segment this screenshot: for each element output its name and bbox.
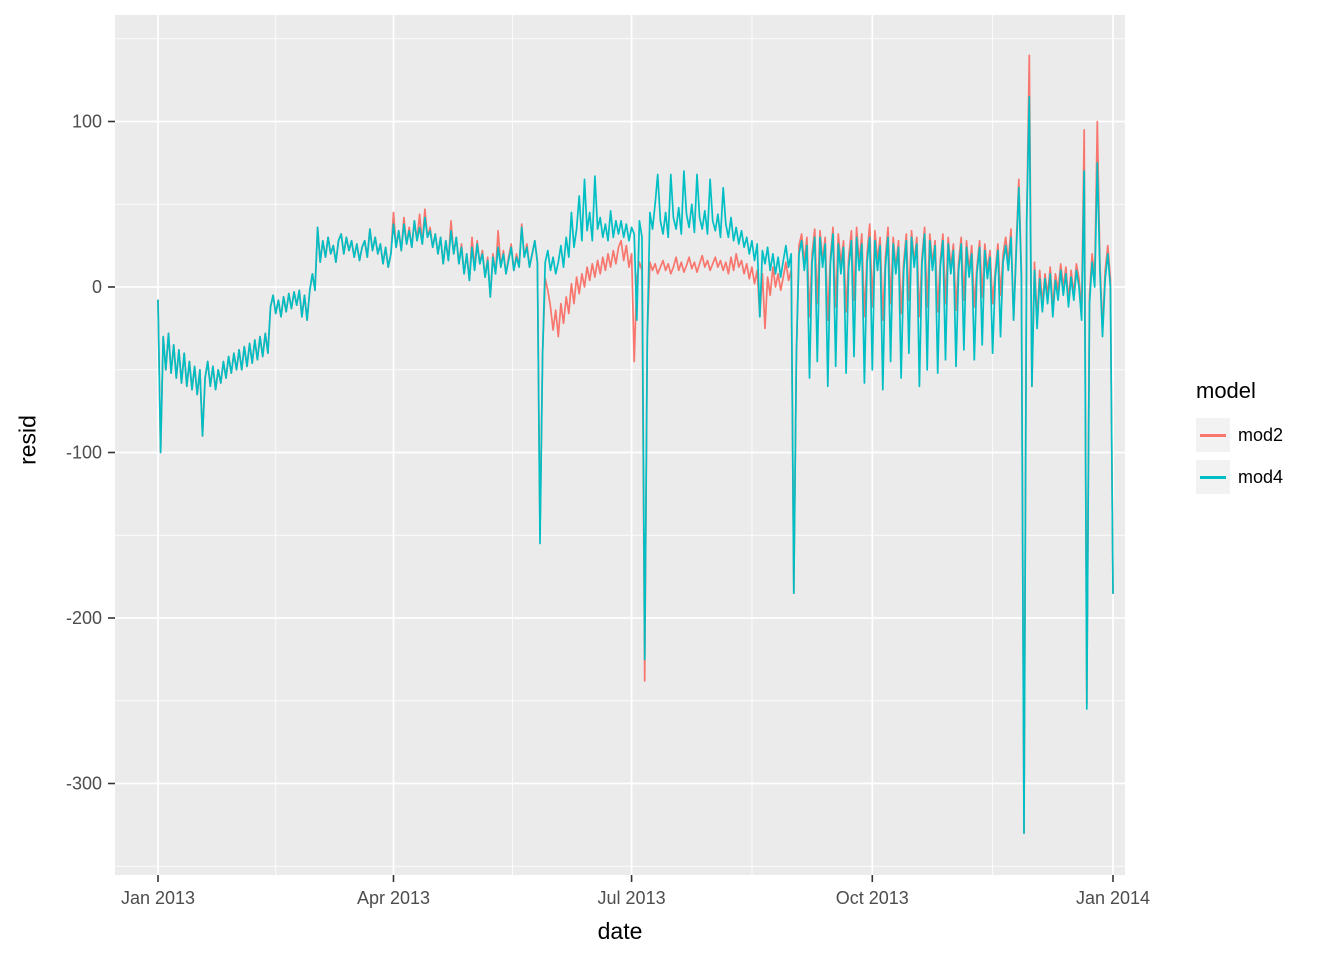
y-tick-label: -100 xyxy=(66,443,102,463)
y-tick-label: 100 xyxy=(72,112,102,132)
y-axis-title: resid xyxy=(14,415,41,465)
y-tick-label: -200 xyxy=(66,608,102,628)
legend: model mod2 mod4 xyxy=(1196,378,1283,502)
x-tick-label: Apr 2013 xyxy=(357,888,430,908)
legend-key-mod4 xyxy=(1196,460,1230,494)
legend-title: model xyxy=(1196,378,1256,403)
legend-key-mod2 xyxy=(1196,418,1230,452)
legend-line-swatch-mod4 xyxy=(1200,475,1226,479)
x-tick-label: Jul 2013 xyxy=(598,888,666,908)
y-tick-label: 0 xyxy=(92,277,102,297)
y-tick-label: -300 xyxy=(66,774,102,794)
x-tick-label: Oct 2013 xyxy=(836,888,909,908)
legend-label-mod4: mod4 xyxy=(1238,466,1284,487)
legend-entry-mod2: mod2 xyxy=(1196,418,1283,452)
plot-panel xyxy=(115,15,1125,875)
x-axis-title: date xyxy=(597,918,643,944)
series-line-mod4 xyxy=(157,95,1114,834)
legend-label-mod2: mod2 xyxy=(1238,424,1284,445)
x-tick-label: Jan 2013 xyxy=(121,888,195,908)
legend-line-swatch-mod2 xyxy=(1200,433,1226,437)
x-tick-label: Jan 2014 xyxy=(1076,888,1150,908)
legend-entry-mod4: mod4 xyxy=(1196,460,1283,494)
